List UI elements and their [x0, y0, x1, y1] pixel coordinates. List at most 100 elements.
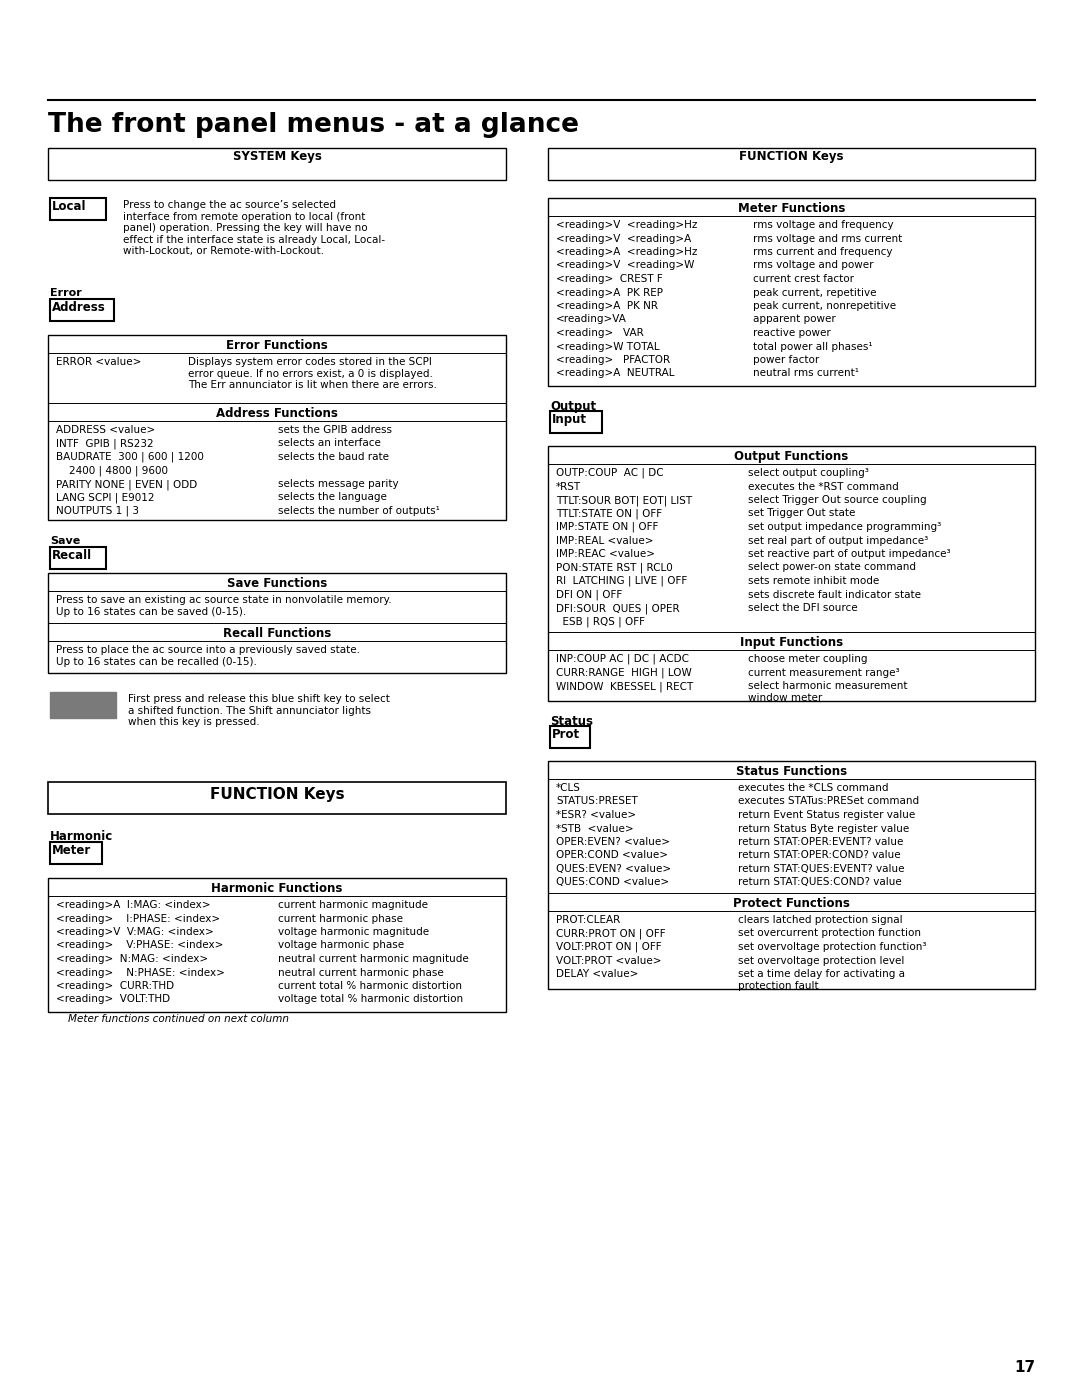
- Text: DELAY <value>: DELAY <value>: [556, 970, 638, 979]
- Bar: [50, 299, 114, 321]
- Text: DFI:SOUR  QUES | OPER: DFI:SOUR QUES | OPER: [556, 604, 679, 613]
- Text: set overcurrent protection function: set overcurrent protection function: [738, 929, 921, 939]
- Text: OUTP:COUP  AC | DC: OUTP:COUP AC | DC: [556, 468, 663, 479]
- Text: Meter: Meter: [52, 844, 91, 856]
- Text: current harmonic phase: current harmonic phase: [278, 914, 403, 923]
- Text: voltage total % harmonic distortion: voltage total % harmonic distortion: [278, 995, 463, 1004]
- Text: <reading>A  PK NR: <reading>A PK NR: [556, 300, 658, 312]
- Text: reactive power: reactive power: [753, 328, 831, 338]
- Text: return STAT:OPER:COND? value: return STAT:OPER:COND? value: [738, 851, 901, 861]
- Text: INP:COUP AC | DC | ACDC: INP:COUP AC | DC | ACDC: [556, 654, 689, 665]
- Text: selects the baud rate: selects the baud rate: [278, 453, 389, 462]
- Text: First press and release this blue shift key to select
a shifted function. The Sh: First press and release this blue shift …: [129, 694, 390, 728]
- Text: <reading>    I:PHASE: <index>: <reading> I:PHASE: <index>: [56, 914, 220, 923]
- Text: selects the language: selects the language: [278, 493, 387, 503]
- Bar: [50, 548, 106, 569]
- Text: Input: Input: [552, 414, 588, 426]
- Text: RI  LATCHING | LIVE | OFF: RI LATCHING | LIVE | OFF: [556, 576, 687, 587]
- Text: <reading>  N:MAG: <index>: <reading> N:MAG: <index>: [56, 954, 208, 964]
- Text: <reading>V  <reading>W: <reading>V <reading>W: [556, 260, 694, 271]
- Text: voltage harmonic phase: voltage harmonic phase: [278, 940, 404, 950]
- Text: peak current, nonrepetitive: peak current, nonrepetitive: [753, 300, 896, 312]
- Text: QUES:COND <value>: QUES:COND <value>: [556, 877, 670, 887]
- Bar: [48, 148, 507, 180]
- Text: DFI ON | OFF: DFI ON | OFF: [556, 590, 622, 599]
- Text: IMP:STATE ON | OFF: IMP:STATE ON | OFF: [556, 522, 659, 532]
- Text: peak current, repetitive: peak current, repetitive: [753, 288, 877, 298]
- Text: FUNCTION Keys: FUNCTION Keys: [739, 149, 843, 163]
- Text: QUES:EVEN? <value>: QUES:EVEN? <value>: [556, 863, 671, 875]
- Text: select the DFI source: select the DFI source: [748, 604, 858, 613]
- Text: set reactive part of output impedance³: set reactive part of output impedance³: [748, 549, 950, 559]
- Text: sets the GPIB address: sets the GPIB address: [278, 425, 392, 434]
- Text: CURR:PROT ON | OFF: CURR:PROT ON | OFF: [556, 929, 665, 939]
- Text: WINDOW  KBESSEL | RECT: WINDOW KBESSEL | RECT: [556, 680, 693, 692]
- Text: select output coupling³: select output coupling³: [748, 468, 869, 478]
- Text: OPER:COND <value>: OPER:COND <value>: [556, 851, 669, 861]
- Text: Local: Local: [52, 200, 86, 212]
- Text: rms voltage and frequency: rms voltage and frequency: [753, 219, 893, 231]
- Text: PON:STATE RST | RCL0: PON:STATE RST | RCL0: [556, 563, 673, 573]
- Text: return Event Status register value: return Event Status register value: [738, 810, 915, 820]
- Text: OPER:EVEN? <value>: OPER:EVEN? <value>: [556, 837, 670, 847]
- Text: Press to place the ac source into a previously saved state.
Up to 16 states can : Press to place the ac source into a prev…: [56, 645, 360, 666]
- Text: set overvoltage protection level: set overvoltage protection level: [738, 956, 904, 965]
- Text: Output: Output: [550, 400, 596, 414]
- Text: STATUS:PRESET: STATUS:PRESET: [556, 796, 638, 806]
- Text: <reading>   PFACTOR: <reading> PFACTOR: [556, 355, 670, 365]
- Text: Error Functions: Error Functions: [226, 339, 328, 352]
- Text: Address Functions: Address Functions: [216, 407, 338, 420]
- Text: Output Functions: Output Functions: [734, 450, 849, 462]
- Text: executes STATus:PRESet command: executes STATus:PRESet command: [738, 796, 919, 806]
- Text: Error: Error: [50, 288, 82, 298]
- Text: <reading>A  <reading>Hz: <reading>A <reading>Hz: [556, 247, 698, 257]
- Text: Recall Functions: Recall Functions: [222, 627, 332, 640]
- Text: PARITY NONE | EVEN | ODD: PARITY NONE | EVEN | ODD: [56, 479, 198, 489]
- Text: Meter Functions: Meter Functions: [738, 203, 846, 215]
- Bar: [548, 198, 1035, 386]
- Text: ESB | RQS | OFF: ESB | RQS | OFF: [556, 616, 645, 627]
- Text: CURR:RANGE  HIGH | LOW: CURR:RANGE HIGH | LOW: [556, 668, 692, 678]
- Text: rms current and frequency: rms current and frequency: [753, 247, 892, 257]
- Text: <reading>V  <reading>Hz: <reading>V <reading>Hz: [556, 219, 698, 231]
- Text: return STAT:QUES:EVENT? value: return STAT:QUES:EVENT? value: [738, 863, 905, 875]
- Text: *STB  <value>: *STB <value>: [556, 823, 634, 834]
- Text: <reading>  CURR:THD: <reading> CURR:THD: [56, 981, 174, 990]
- Text: Press to change the ac source’s selected
interface from remote operation to loca: Press to change the ac source’s selected…: [123, 200, 386, 257]
- Text: neutral current harmonic magnitude: neutral current harmonic magnitude: [278, 954, 469, 964]
- Bar: [550, 726, 590, 747]
- Text: Displays system error codes stored in the SCPI
error queue. If no errors exist, : Displays system error codes stored in th…: [188, 358, 437, 390]
- Text: Status: Status: [550, 715, 593, 728]
- Text: ERROR <value>: ERROR <value>: [56, 358, 141, 367]
- Text: Meter functions continued on next column: Meter functions continued on next column: [68, 1014, 289, 1024]
- Text: Input Functions: Input Functions: [740, 636, 843, 650]
- Text: <reading>  CREST F: <reading> CREST F: [556, 274, 663, 284]
- Text: return STAT:QUES:COND? value: return STAT:QUES:COND? value: [738, 877, 902, 887]
- Text: neutral current harmonic phase: neutral current harmonic phase: [278, 968, 444, 978]
- Bar: [48, 573, 507, 673]
- Text: set output impedance programming³: set output impedance programming³: [748, 522, 942, 532]
- Text: sets remote inhibit mode: sets remote inhibit mode: [748, 576, 879, 585]
- Text: rms voltage and rms current: rms voltage and rms current: [753, 233, 902, 243]
- Text: Harmonic Functions: Harmonic Functions: [212, 882, 342, 895]
- Text: select power-on state command: select power-on state command: [748, 563, 916, 573]
- Text: select harmonic measurement
window meter: select harmonic measurement window meter: [748, 680, 907, 703]
- Text: FUNCTION Keys: FUNCTION Keys: [210, 787, 345, 802]
- Bar: [548, 148, 1035, 180]
- Text: TTLT:STATE ON | OFF: TTLT:STATE ON | OFF: [556, 509, 662, 520]
- Text: current harmonic magnitude: current harmonic magnitude: [278, 900, 428, 909]
- Text: sets discrete fault indicator state: sets discrete fault indicator state: [748, 590, 921, 599]
- Text: <reading>A  I:MAG: <index>: <reading>A I:MAG: <index>: [56, 900, 211, 909]
- Text: Save Functions: Save Functions: [227, 577, 327, 590]
- Text: power factor: power factor: [753, 355, 820, 365]
- Text: apparent power: apparent power: [753, 314, 836, 324]
- Bar: [48, 335, 507, 520]
- Text: INTF  GPIB | RS232: INTF GPIB | RS232: [56, 439, 153, 448]
- Text: selects an interface: selects an interface: [278, 439, 381, 448]
- Text: VOLT:PROT ON | OFF: VOLT:PROT ON | OFF: [556, 942, 662, 953]
- Text: <reading>    N:PHASE: <index>: <reading> N:PHASE: <index>: [56, 968, 225, 978]
- Text: NOUTPUTS 1 | 3: NOUTPUTS 1 | 3: [56, 506, 139, 517]
- Text: <reading>V  <reading>A: <reading>V <reading>A: [556, 233, 691, 243]
- Text: Harmonic: Harmonic: [50, 830, 113, 842]
- Text: The front panel menus - at a glance: The front panel menus - at a glance: [48, 112, 579, 138]
